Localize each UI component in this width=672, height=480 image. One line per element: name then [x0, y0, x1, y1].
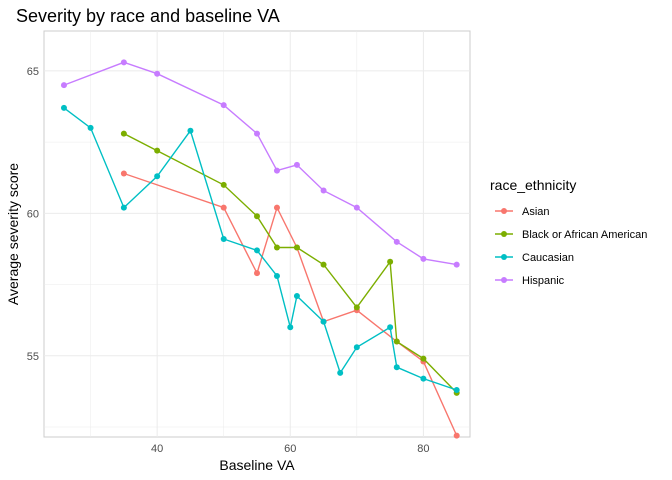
data-point-hispanic [60, 82, 67, 89]
data-point-caucasian [60, 104, 67, 111]
chart-title: Severity by race and baseline VA [16, 6, 280, 26]
data-point-hispanic [453, 261, 460, 268]
legend-item-caucasian: Caucasian [495, 252, 574, 264]
y-tick-label: 60 [27, 208, 39, 220]
x-axis-title: Baseline VA [219, 457, 295, 473]
data-point-asian [220, 204, 227, 211]
data-point-caucasian [320, 318, 327, 325]
plot-panel [43, 30, 471, 438]
data-point-caucasian [187, 127, 194, 134]
data-point-caucasian [293, 292, 300, 299]
data-point-black-or-african-american [420, 355, 427, 362]
legend-title: race_ethnicity [490, 177, 576, 193]
data-point-black-or-african-american [393, 338, 400, 345]
data-point-caucasian [254, 247, 260, 254]
data-point-caucasian [453, 386, 460, 393]
data-point-hispanic [220, 102, 227, 109]
data-point-black-or-african-american [220, 181, 227, 188]
y-axis-title: Average severity score [5, 163, 21, 305]
x-tick-label: 80 [417, 443, 429, 455]
series-hispanic [60, 59, 460, 268]
series-black-or-african-american [120, 130, 460, 396]
data-point-caucasian [353, 344, 360, 351]
legend-item-black-or-african-american: Black or African American [495, 229, 647, 241]
y-axis-ticks: 55 60 65 [27, 66, 39, 363]
data-point-hispanic [393, 238, 400, 245]
data-point-asian [453, 432, 460, 439]
legend-item-asian: Asian [495, 206, 550, 218]
legend-key-point [501, 277, 507, 283]
data-point-hispanic [154, 70, 161, 77]
data-point-asian [120, 170, 127, 177]
series-line-black-or-african-american [123, 132, 458, 394]
x-tick-label: 40 [151, 443, 163, 455]
data-point-caucasian [220, 235, 227, 242]
data-point-hispanic [293, 161, 300, 168]
legend-key-point [501, 231, 507, 237]
data-point-black-or-african-american [154, 147, 161, 154]
data-point-caucasian [337, 369, 344, 376]
y-tick-label: 65 [27, 66, 39, 78]
data-point-black-or-african-american [293, 244, 300, 251]
data-point-hispanic [254, 130, 260, 137]
data-point-caucasian [387, 324, 394, 331]
data-point-caucasian [273, 273, 280, 280]
legend: race_ethnicity Asian Black or African Ame… [490, 177, 647, 287]
data-point-black-or-african-american [273, 244, 280, 251]
data-point-caucasian [120, 204, 127, 211]
legend-label: Hispanic [522, 275, 565, 287]
legend-label: Black or African American [522, 229, 647, 241]
legend-label: Asian [522, 206, 550, 218]
data-point-hispanic [320, 187, 327, 194]
legend-item-hispanic: Hispanic [495, 275, 565, 287]
data-point-hispanic [353, 204, 360, 211]
data-point-black-or-african-american [320, 261, 327, 268]
data-point-black-or-african-american [254, 213, 260, 220]
series-caucasian [60, 104, 460, 393]
data-point-hispanic [420, 255, 427, 262]
legend-label: Caucasian [522, 252, 574, 264]
data-point-asian [273, 204, 280, 211]
y-tick-label: 55 [27, 351, 39, 363]
legend-key-point [501, 208, 507, 214]
data-point-caucasian [393, 364, 400, 371]
x-tick-label: 60 [284, 443, 296, 455]
data-point-hispanic [273, 167, 280, 174]
data-point-hispanic [120, 59, 127, 66]
data-point-black-or-african-american [353, 304, 360, 311]
series-layer [60, 59, 460, 439]
legend-items: Asian Black or African American Caucasian H… [495, 206, 647, 287]
data-point-black-or-african-american [387, 258, 394, 265]
data-point-caucasian [154, 173, 161, 180]
series-line-hispanic [63, 61, 457, 266]
data-point-black-or-african-american [120, 130, 127, 137]
x-axis-ticks: 40 60 80 [151, 443, 430, 455]
series-line-asian [123, 172, 458, 436]
data-point-caucasian [420, 375, 427, 382]
legend-key-point [501, 254, 507, 260]
data-point-asian [254, 270, 260, 277]
data-point-caucasian [87, 124, 94, 131]
grid [44, 31, 470, 437]
data-point-caucasian [287, 324, 294, 331]
